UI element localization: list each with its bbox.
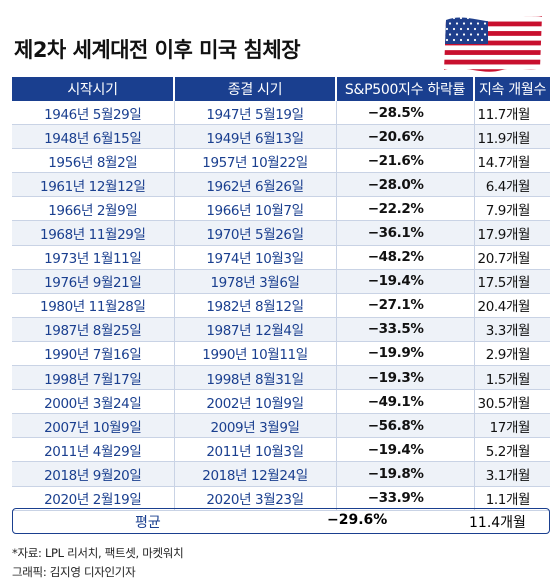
source-note: *자료: LPL 리서치, 팩트셋, 마켓워치 <box>12 546 184 560</box>
table-row: 1961년 12월12일 1962년 6월26일 −28.0% 6.4개월 <box>12 172 550 198</box>
average-label: 평균 <box>135 515 161 531</box>
decline-cell: −19.4% <box>335 437 474 463</box>
column-header-end: 종결 시기 <box>173 77 336 101</box>
duration-cell: 11.7개월 <box>473 101 550 126</box>
table-row: 1973년 1월11일 1974년 10월3일 −48.2% 20.7개월 <box>12 245 550 270</box>
us-flag-icon <box>444 16 542 72</box>
start-date-cell: 2020년 2월19일 <box>12 486 174 511</box>
table-row: 1987년 8월25일 1987년 12월4일 −33.5% 3.3개월 <box>12 317 550 342</box>
table-row: 2020년 2월19일 2020년 3월23일 −33.9% 1.1개월 <box>12 486 550 511</box>
duration-cell: 7.9개월 <box>473 196 550 222</box>
duration-cell: 17.9개월 <box>473 220 550 246</box>
end-date-cell: 1978년 3월6일 <box>173 269 336 294</box>
table-row: 1968년 11월29일 1970년 5월26일 −36.1% 17.9개월 <box>12 220 550 246</box>
decline-cell: −49.1% <box>335 389 474 415</box>
duration-cell: 2.9개월 <box>473 341 550 367</box>
start-date-cell: 2007년 10월9일 <box>12 413 174 439</box>
duration-cell: 20.7개월 <box>473 245 550 270</box>
end-date-cell: 1982년 8월12일 <box>173 293 336 318</box>
decline-cell: −27.1% <box>335 293 474 318</box>
decline-cell: −19.8% <box>335 461 474 487</box>
page-title: 제2차 세계대전 이후 미국 침체장 <box>14 38 301 62</box>
start-date-cell: 1966년 2월9일 <box>12 196 174 222</box>
start-date-cell: 1987년 8월25일 <box>12 317 174 342</box>
average-duration: 11.4개월 <box>469 515 526 531</box>
table-row: 2011년 4월29일 2011년 10월3일 −19.4% 5.2개월 <box>12 437 550 463</box>
start-date-cell: 2000년 3월24일 <box>12 389 174 415</box>
bear-market-table: 시작시기 종결 시기 S&P500지수 하락률 지속 개월수 1946년 5월2… <box>12 77 550 511</box>
table-row: 1946년 5월29일 1947년 5월19일 −28.5% 11.7개월 <box>12 101 550 126</box>
end-date-cell: 1987년 12월4일 <box>173 317 336 342</box>
column-header-start: 시작시기 <box>12 77 174 101</box>
start-date-cell: 1946년 5월29일 <box>12 101 174 126</box>
end-date-cell: 1970년 5월26일 <box>173 220 336 246</box>
end-date-cell: 1990년 10월11일 <box>173 341 336 367</box>
duration-cell: 17개월 <box>473 413 550 439</box>
credit-note: 그래픽: 김지영 디자인기자 <box>12 565 136 579</box>
duration-cell: 14.7개월 <box>473 148 550 174</box>
start-date-cell: 1976년 9월21일 <box>12 269 174 294</box>
start-date-cell: 1961년 12월12일 <box>12 172 174 198</box>
start-date-cell: 1973년 1월11일 <box>12 245 174 270</box>
table-row: 2000년 3월24일 2002년 10월9일 −49.1% 30.5개월 <box>12 389 550 415</box>
end-date-cell: 2011년 10월3일 <box>173 437 336 463</box>
start-date-cell: 1980년 11월28일 <box>12 293 174 318</box>
decline-cell: −48.2% <box>335 245 474 270</box>
duration-cell: 1.1개월 <box>473 486 550 511</box>
end-date-cell: 1962년 6월26일 <box>173 172 336 198</box>
table-row: 1976년 9월21일 1978년 3월6일 −19.4% 17.5개월 <box>12 269 550 294</box>
decline-cell: −56.8% <box>335 413 474 439</box>
duration-cell: 11.9개월 <box>473 124 550 150</box>
decline-cell: −19.3% <box>335 365 474 391</box>
end-date-cell: 1949년 6월13일 <box>173 124 336 150</box>
start-date-cell: 1956년 8월2일 <box>12 148 174 174</box>
decline-cell: −19.4% <box>335 269 474 294</box>
duration-cell: 20.4개월 <box>473 293 550 318</box>
decline-cell: −22.2% <box>335 196 474 222</box>
duration-cell: 17.5개월 <box>473 269 550 294</box>
average-decline: −29.6% <box>327 512 388 528</box>
start-date-cell: 1948년 6월15일 <box>12 124 174 150</box>
start-date-cell: 1998년 7월17일 <box>12 365 174 391</box>
column-header-duration: 지속 개월수 <box>473 77 550 101</box>
table-row: 1980년 11월28일 1982년 8월12일 −27.1% 20.4개월 <box>12 293 550 318</box>
start-date-cell: 2011년 4월29일 <box>12 437 174 463</box>
end-date-cell: 2018년 12월24일 <box>173 461 336 487</box>
decline-cell: −20.6% <box>335 124 474 150</box>
end-date-cell: 1974년 10월3일 <box>173 245 336 270</box>
end-date-cell: 2002년 10월9일 <box>173 389 336 415</box>
table-header-row: 시작시기 종결 시기 S&P500지수 하락률 지속 개월수 <box>12 77 550 101</box>
end-date-cell: 1966년 10월7일 <box>173 196 336 222</box>
table-row: 2007년 10월9일 2009년 3월9일 −56.8% 17개월 <box>12 413 550 439</box>
end-date-cell: 1947년 5월19일 <box>173 101 336 126</box>
decline-cell: −36.1% <box>335 220 474 246</box>
table-row: 1966년 2월9일 1966년 10월7일 −22.2% 7.9개월 <box>12 196 550 222</box>
table-row: 2018년 9월20일 2018년 12월24일 −19.8% 3.1개월 <box>12 461 550 487</box>
table-row: 1948년 6월15일 1949년 6월13일 −20.6% 11.9개월 <box>12 124 550 150</box>
duration-cell: 30.5개월 <box>473 389 550 415</box>
start-date-cell: 2018년 9월20일 <box>12 461 174 487</box>
end-date-cell: 2020년 3월23일 <box>173 486 336 511</box>
column-header-decline: S&P500지수 하락률 <box>335 77 474 101</box>
duration-cell: 3.3개월 <box>473 317 550 342</box>
decline-cell: −33.5% <box>335 317 474 342</box>
start-date-cell: 1990년 7월16일 <box>12 341 174 367</box>
start-date-cell: 1968년 11월29일 <box>12 220 174 246</box>
duration-cell: 3.1개월 <box>473 461 550 487</box>
duration-cell: 6.4개월 <box>473 172 550 198</box>
decline-cell: −28.0% <box>335 172 474 198</box>
duration-cell: 1.5개월 <box>473 365 550 391</box>
table-row: 1998년 7월17일 1998년 8월31일 −19.3% 1.5개월 <box>12 365 550 391</box>
decline-cell: −21.6% <box>335 148 474 174</box>
end-date-cell: 1957년 10월22일 <box>173 148 336 174</box>
end-date-cell: 1998년 8월31일 <box>173 365 336 391</box>
duration-cell: 5.2개월 <box>473 437 550 463</box>
decline-cell: −33.9% <box>335 486 474 511</box>
table-row: 1956년 8월2일 1957년 10월22일 −21.6% 14.7개월 <box>12 148 550 174</box>
end-date-cell: 2009년 3월9일 <box>173 413 336 439</box>
decline-cell: −19.9% <box>335 341 474 367</box>
average-row: 평균 −29.6% 11.4개월 <box>12 508 550 534</box>
decline-cell: −28.5% <box>335 101 474 126</box>
table-row: 1990년 7월16일 1990년 10월11일 −19.9% 2.9개월 <box>12 341 550 367</box>
